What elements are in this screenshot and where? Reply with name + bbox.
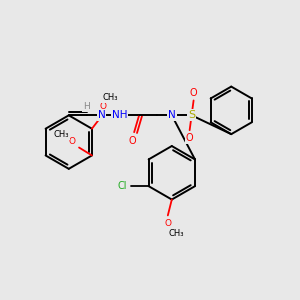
Text: CH₃: CH₃ [102,94,118,103]
Text: H: H [83,102,90,111]
Text: O: O [99,102,106,111]
Text: O: O [164,219,171,228]
Text: CH₃: CH₃ [53,130,69,139]
Text: S: S [188,110,195,120]
Text: O: O [69,137,76,146]
Text: O: O [186,133,194,143]
Text: N: N [98,110,105,120]
Text: O: O [190,88,197,98]
Text: O: O [128,136,136,146]
Text: NH: NH [112,110,127,120]
Text: CH₃: CH₃ [168,229,184,238]
Text: Cl: Cl [117,181,127,191]
Text: N: N [168,110,176,120]
